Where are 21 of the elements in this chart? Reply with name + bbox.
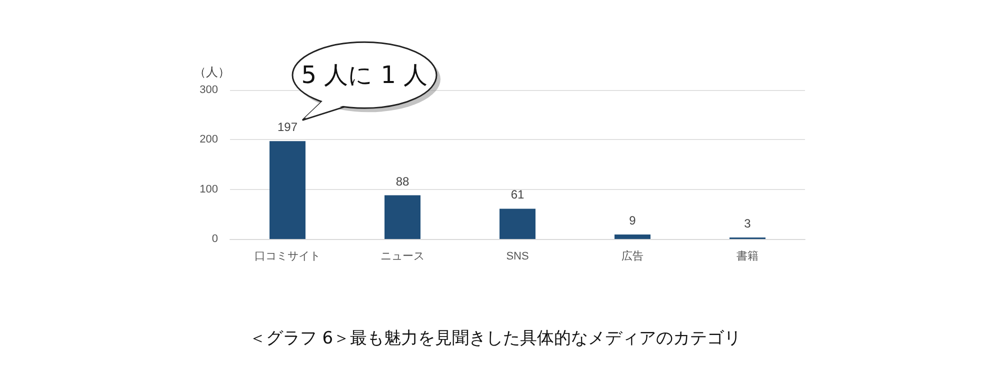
data-label: 61 [510,188,524,202]
x-tick-label: 書籍 [736,250,758,262]
bar [614,234,650,239]
annotation: 5 人に 1 人 [301,60,428,92]
data-label: 197 [277,120,298,134]
y-tick-label: 0 [212,233,218,245]
bar [500,208,536,239]
data-label: 88 [396,174,410,188]
data-label: 9 [629,214,636,228]
y-tick-label: 300 [200,84,218,96]
x-tick-label: 口コミサイト [254,250,320,262]
x-tick-label: ニュース [380,250,424,262]
y-tick-label: 200 [200,134,218,146]
bar [270,141,306,239]
text: ＜グラフ 6＞最も魅力を見聞きした具体的なメディアのカテゴリ [248,328,742,348]
data-label: 3 [744,216,752,231]
x-tick-label: 広告 [622,250,644,262]
y-tick-label: 100 [200,183,218,196]
x-tick-label: SNS [506,250,529,262]
bar [384,195,420,239]
y-axis-title: （人） [194,65,230,79]
